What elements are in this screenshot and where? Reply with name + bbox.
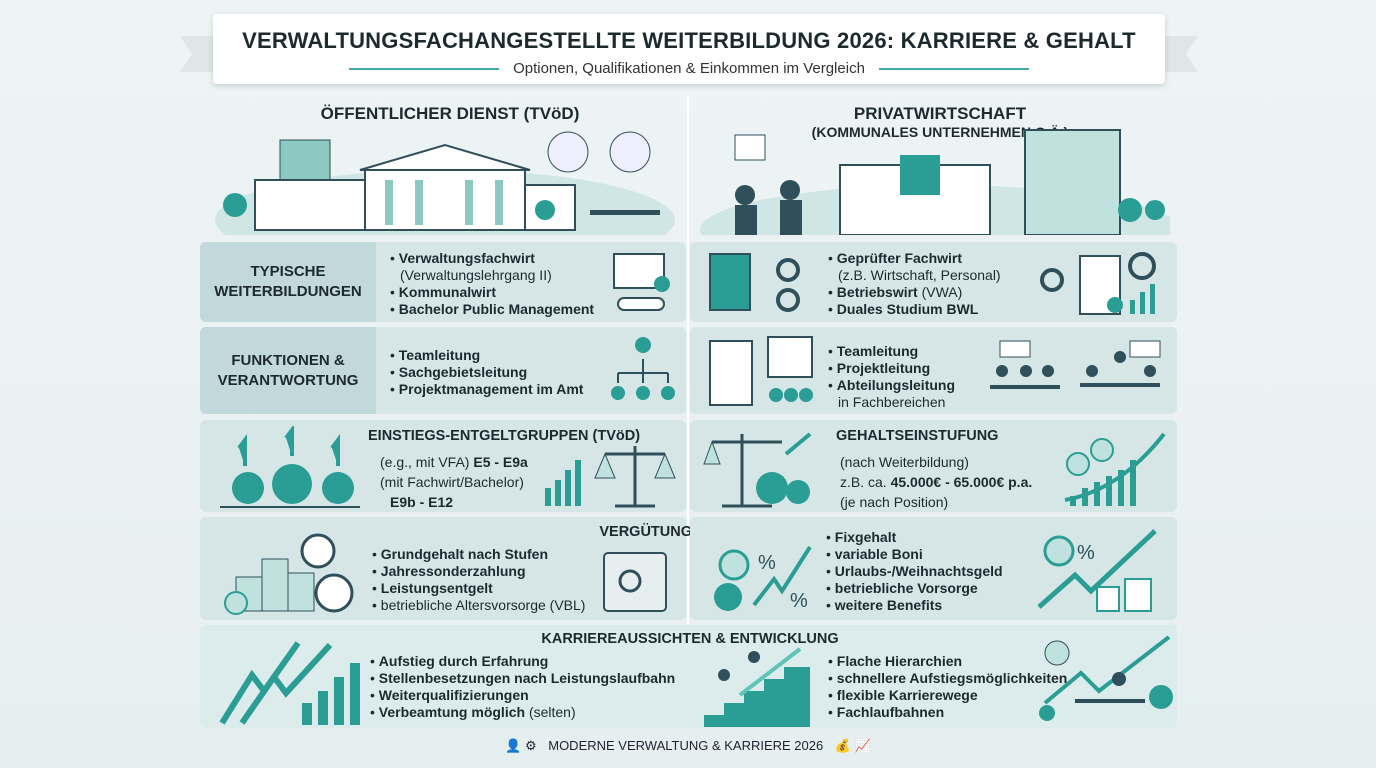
footer-text: MODERNE VERWALTUNG & KARRIERE 2026 [548,738,824,753]
list-item: Flache Hierarchien [828,653,1067,670]
list-item: Bachelor Public Management [390,301,594,318]
list-item: Stellenbesetzungen nach Leistungslaufbah… [370,670,675,687]
verguetung-private-panel: %% Fixgehalt variable Boni Urlaubs-/Weih… [690,517,1177,620]
list-item: Fixgehalt [826,529,1003,546]
list-item: Projektleitung [828,360,955,377]
growth-coins-icon [1064,432,1166,506]
list-item: schnellere Aufstiegsmöglichkeiten [828,670,1068,687]
row-label-funktionen: FUNKTIONEN & VERANTWORTUNG [200,327,376,414]
org-chart-icon [611,337,675,400]
column-header-private-subtitle: (KOMMUNALES UNTERNEHMEN O.Ä.) [811,124,1069,140]
chart-icon: 📈 [854,738,871,753]
footer: 👤 ⚙ MODERNE VERWALTUNG & KARRIERE 2026 💰… [0,738,1376,754]
list-item: Fachlaufbahnen [828,704,1067,721]
list-item: Verbeamtung möglich (selten) [370,704,675,721]
office-worker-growth-icon [1039,635,1173,721]
coins-percent-icon: %% [714,545,812,612]
column-header-private-title: PRIVATWIRTSCHAFT [853,104,1027,123]
growth-arrows-chart-icon [219,641,360,725]
list-item: (Verwaltungslehrgang II) [400,267,552,283]
verguetung-private-list: Fixgehalt variable Boni Urlaubs-/Weihnac… [826,529,1003,614]
funktionen-public-list: Teamleitung Sachgebietsleitung Projektma… [390,347,584,398]
svg-text:%: % [1077,542,1095,564]
verguetung-public-list: Grundgehalt nach Stufen Jahressonderzahl… [372,546,586,614]
list-item: Teamleitung [390,347,583,364]
list-item: Geprüfter Fachwirt [828,250,1001,267]
entgelt-public-title: EINSTIEGS-ENTGELTGRUPPEN (TVöD) [368,428,641,444]
karriere-public-list: Aufstieg durch Erfahrung Stellenbesetzun… [370,653,675,721]
karriere-private-list: Flache Hierarchien schnellere Aufstiegsm… [828,653,1068,721]
funktionen-private-list: Teamleitung Projektleitung Abteilungslei… [828,343,955,411]
verguetung-public-panel: Grundgehalt nach Stufen Jahressonderzahl… [200,517,686,620]
clipboard-calendar-team-icon [709,336,813,406]
list-item: Grundgehalt nach Stufen [372,546,585,563]
list-item: Teamleitung [828,343,955,360]
list-item: Weiterqualifizierungen [370,687,675,704]
list-item: Jahressonderzahlung [372,563,585,580]
checklist-gears-chart-icon [1040,252,1156,315]
list-item: Verwaltungsfachwirt [390,250,594,267]
weiterbildungen-private-panel: Geprüfter Fachwirt (z.B. Wirtschaft, Per… [690,242,1177,322]
entgelt-private-panel: GEHALTSEINSTUFUNG (nach Weiterbildung) z… [690,420,1177,512]
chart-scale-icon [545,446,676,508]
list-item: Urlaubs-/Weihnachtsgeld [826,563,1003,580]
svg-text:%: % [790,590,808,612]
list-item: weitere Benefits [826,597,1003,614]
label-line: TYPISCHE [250,263,326,280]
safe-icon [603,552,667,612]
title-banner: VERWALTUNGSFACHANGESTELLTE WEITERBILDUNG… [213,14,1165,84]
government-building-illustration [215,131,675,235]
growth-gifts-icon: % [1037,529,1157,612]
meeting-people-icon [990,340,1161,389]
list-item: Leistungsentgelt [372,580,585,597]
entgelt-private-title: GEHALTSEINSTUFUNG [836,428,999,444]
funktionen-private-panel: Teamleitung Projektleitung Abteilungslei… [690,327,1177,414]
list-item: Duales Studium BWL [828,301,1001,318]
list-item: betriebliche Altersvorsorge (VBL) [372,597,586,614]
book-gears-icon [709,253,800,312]
list-item: Sachgebietsleitung [390,364,583,381]
coins-clocks-icon [224,533,354,615]
stairs-climbing-icon [704,647,810,727]
entgelt-public-panel: EINSTIEGS-ENTGELTGRUPPEN (TVöD) (e.g., m… [200,420,686,512]
page-title: VERWALTUNGSFACHANGESTELLTE WEITERBILDUNG… [242,28,1136,53]
karriere-panel: KARRIEREAUSSICHTEN & ENTWICKLUNG Aufstie… [200,625,1177,728]
entgelt-private-values: (nach Weiterbildung) z.B. ca. 45.000€ - … [840,454,1033,510]
list-item: Projektmanagement im Amt [390,381,584,398]
user-icon: 👤 [505,738,522,753]
list-item: (z.B. Wirtschaft, Personal) [838,267,1001,283]
karriere-title: KARRIEREAUSSICHTEN & ENTWICKLUNG [541,631,839,647]
book-diploma-icon [613,253,670,311]
list-item: in Fachbereichen [838,394,946,410]
list-item: Betriebswirt (VWA) [828,284,1001,301]
list-item: betriebliche Vorsorge [826,580,1003,597]
scale-money-icon [703,432,812,508]
entgelt-public-values: (e.g., mit VFA) E5 - E9a (mit Fachwirt/B… [380,454,528,510]
row-label-weiterbildungen: TYPISCHE WEITERBILDUNGEN [200,242,376,322]
column-divider [687,96,689,726]
private-company-illustration [700,129,1170,235]
column-header-private: PRIVATWIRTSCHAFT (KOMMUNALES UNTERNEHMEN… [780,104,1100,140]
label-line: WEITERBILDUNGEN [214,283,362,300]
weiterbildungen-public-panel: TYPISCHE WEITERBILDUNGEN Verwaltungsfachw… [200,242,686,322]
list-item: flexible Karrierewege [828,687,1067,704]
money-bag-icon: 💰 [834,738,852,753]
column-header-public: ÖFFENTLICHER DIENST (TVöD) [320,104,580,123]
money-bags-icon [220,426,360,508]
list-item: Aufstieg durch Erfahrung [370,653,675,670]
list-item: variable Boni [826,546,1003,563]
funktionen-public-panel: FUNKTIONEN & VERANTWORTUNG Teamleitung Sa… [200,327,686,414]
page-subtitle: Optionen, Qualifikationen & Einkommen im… [213,60,1165,77]
gear-icon: ⚙ [524,738,537,753]
list-item: Kommunalwirt [390,284,594,301]
label-line: FUNKTIONEN & [231,351,345,369]
weiterbildungen-private-list: Geprüfter Fachwirt (z.B. Wirtschaft, Per… [828,250,1001,318]
list-item: Abteilungsleitung [828,377,955,394]
weiterbildungen-public-list: Verwaltungsfachwirt (Verwaltungslehrgang… [390,250,594,318]
label-line: VERANTWORTUNG [217,371,359,389]
svg-text:%: % [758,552,776,574]
